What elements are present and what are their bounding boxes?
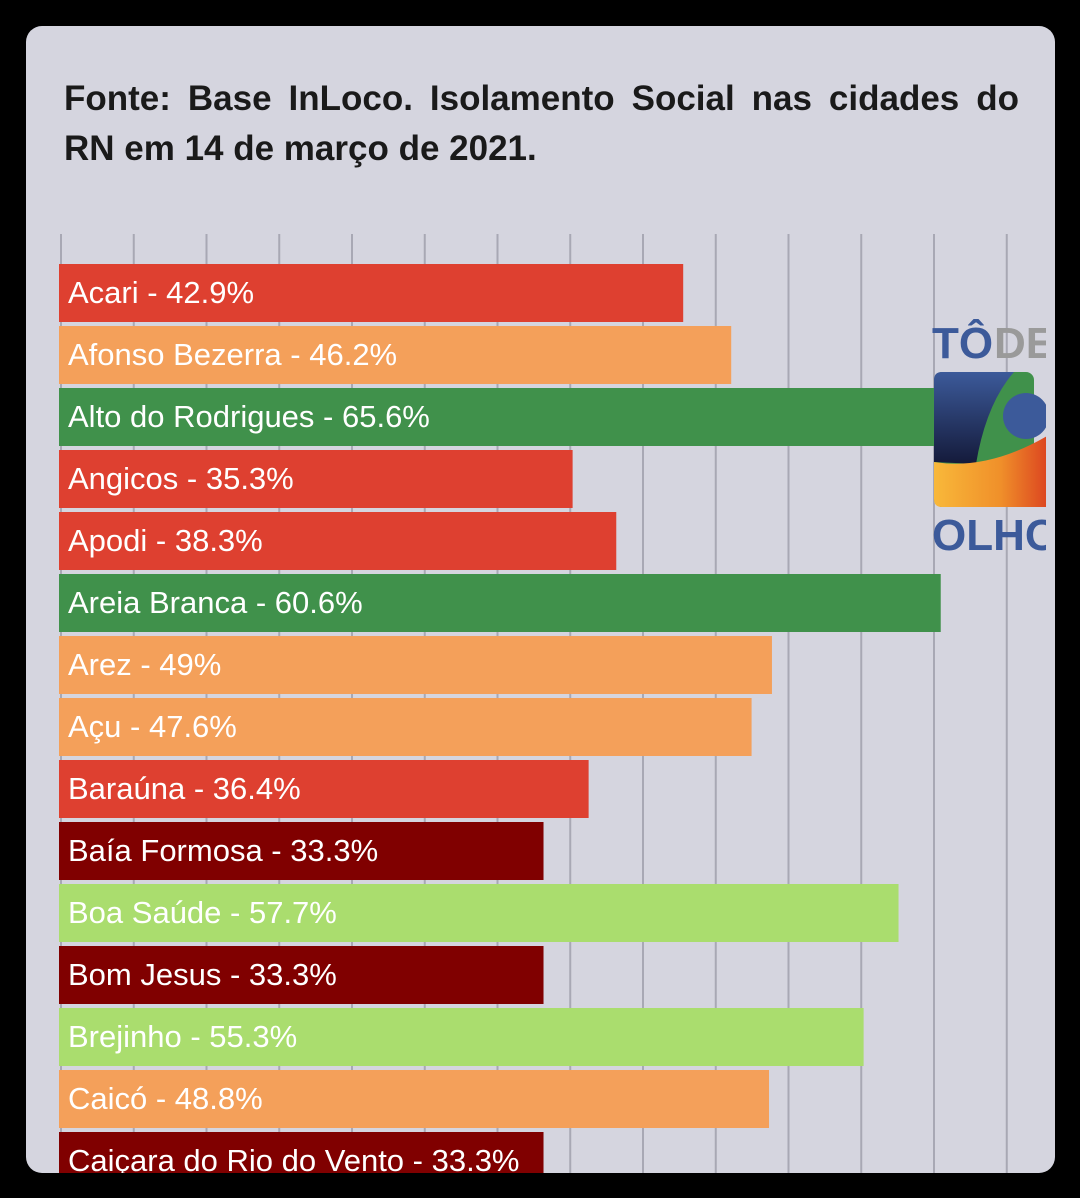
chart-title: Fonte: Base InLoco. Isolamento Social na… (64, 79, 1019, 168)
bar-label: Bom Jesus - 33.3% (68, 957, 337, 992)
bar-label: Arez - 49% (68, 647, 221, 682)
bar-label: Alto do Rodrigues - 65.6% (68, 399, 430, 434)
bar (59, 822, 544, 880)
bar-label: Acari - 42.9% (68, 275, 254, 310)
bar-label: Baía Formosa - 33.3% (68, 833, 378, 868)
bar-label: Caiçara do Rio do Vento - 33.3% (68, 1143, 520, 1173)
bar (59, 636, 772, 694)
bar-label: Angicos - 35.3% (68, 461, 294, 496)
svg-text:DE: DE (994, 319, 1046, 368)
bar (59, 326, 732, 384)
bar (59, 264, 684, 322)
bar-label: Afonso Bezerra - 46.2% (68, 337, 397, 372)
bar-label: Boa Saúde - 57.7% (68, 895, 337, 930)
chart-card: Acari - 42.9% Afonso Bezerra - 46.2% Alto … (26, 26, 1055, 1173)
bar-label: Brejinho - 55.3% (68, 1019, 297, 1054)
bar (59, 512, 617, 570)
bar (59, 698, 752, 756)
bar (59, 760, 589, 818)
bar-label: Baraúna - 36.4% (68, 771, 301, 806)
bar-label: Areia Branca - 60.6% (68, 585, 363, 620)
bar-label: Açu - 47.6% (68, 709, 237, 744)
bar (59, 574, 941, 632)
tode-olho-logo: TÔ DE OLHO (932, 317, 1046, 554)
bar-label: Caicó - 48.8% (68, 1081, 263, 1116)
bar-chart: Acari - 42.9% Afonso Bezerra - 46.2% Alto … (59, 234, 1014, 1173)
bar (59, 884, 899, 942)
bar (59, 1008, 864, 1066)
bar (59, 1132, 544, 1173)
bar-label: Apodi - 38.3% (68, 523, 263, 558)
bar (59, 946, 544, 1004)
bar (59, 1070, 770, 1128)
bar (59, 450, 573, 508)
bar (59, 388, 1014, 446)
svg-text:OLHO: OLHO (932, 511, 1046, 554)
svg-text:TÔ: TÔ (932, 317, 993, 368)
